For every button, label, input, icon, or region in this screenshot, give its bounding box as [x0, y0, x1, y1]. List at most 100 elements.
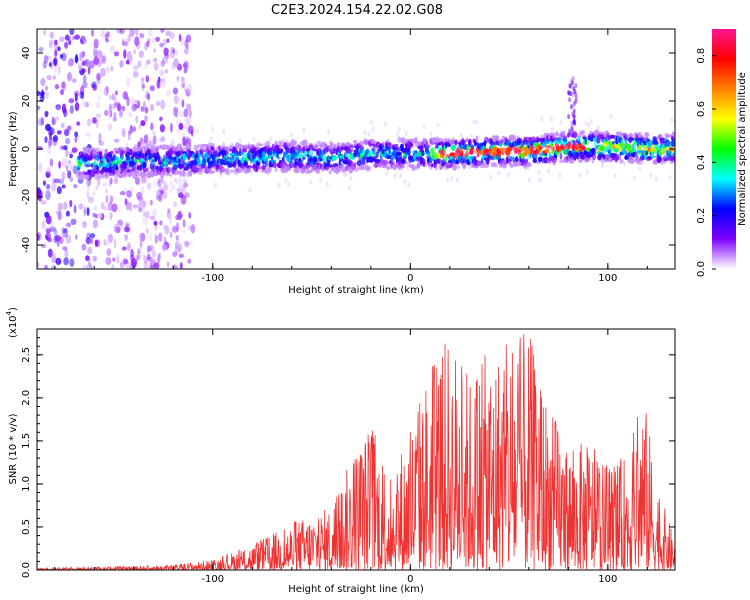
- spectrogram-cell: [110, 65, 114, 72]
- spectrogram-cell: [442, 157, 448, 162]
- spectrogram-cell: [119, 261, 124, 269]
- spectrogram-cell: [336, 142, 340, 146]
- svg-text:(x104): (x104): [5, 307, 19, 338]
- spectrogram-cell: [117, 203, 122, 214]
- spectrogram-cell: [259, 143, 263, 147]
- spectrogram-cell: [578, 172, 582, 178]
- spectrogram-cell: [101, 173, 105, 179]
- spectrogram-cell: [55, 257, 62, 265]
- spectrogram-cell: [147, 93, 151, 101]
- spectrogram-cell: [133, 127, 136, 132]
- spectrogram-cell: [334, 165, 340, 169]
- spectrogram-cell: [159, 189, 164, 195]
- spectrogram-cell: [386, 165, 391, 171]
- spectrogram-cell: [48, 139, 51, 149]
- spectrogram-cell: [469, 133, 473, 139]
- spectrogram-cell: [178, 111, 184, 118]
- spectrogram-cell: [228, 148, 233, 152]
- spectrogram-cell: [538, 177, 542, 183]
- spectrogram-cell: [81, 220, 87, 229]
- spectrogram-cell: [302, 156, 306, 160]
- spectrogram-cell: [44, 54, 48, 62]
- spectrogram-cell: [213, 182, 217, 188]
- spectrogram-cell: [99, 55, 105, 62]
- spectrogram-cell: [421, 149, 425, 155]
- spectrogram-cell: [116, 29, 123, 34]
- spectrogram-cell: [139, 232, 146, 242]
- spectrogram-cell: [434, 165, 439, 171]
- spectrogram-cell: [41, 220, 46, 230]
- colorbar-tick-label: 0.6: [696, 101, 707, 117]
- spectrogram-cell: [146, 59, 151, 65]
- spectrogram-cell: [77, 134, 80, 140]
- spectrogram-cell: [630, 158, 636, 164]
- spectrogram-cell: [141, 200, 147, 208]
- spectrogram-cell: [94, 205, 98, 211]
- spectrogram-cell: [105, 257, 112, 265]
- spectrogram-cell: [108, 94, 112, 100]
- spectrogram-cell: [59, 53, 64, 59]
- spectrogram-cell: [169, 173, 173, 177]
- spectrogram-cell: [97, 212, 103, 219]
- spectrogram-cell: [156, 80, 162, 89]
- spectrogram-cell: [559, 152, 563, 160]
- spectrogram-cell: [93, 49, 99, 58]
- spectrogram-cell: [472, 119, 476, 125]
- spectrogram-cell: [177, 242, 183, 252]
- spectrogram-cell: [142, 253, 146, 261]
- spectrogram-cell: [92, 117, 97, 124]
- spectrogram-cell: [574, 139, 578, 145]
- spectrogram-cell: [60, 89, 64, 96]
- spectrogram-cell: [201, 148, 205, 154]
- spectrogram-cell: [75, 234, 78, 241]
- spectrogram-cell: [144, 42, 148, 51]
- spectrogram-cell: [78, 64, 83, 71]
- spectrogram-cell: [176, 128, 180, 134]
- spectrogram-cell: [239, 148, 242, 154]
- spectrogram-cell: [549, 117, 553, 122]
- spectrogram-cell: [104, 188, 109, 194]
- snr-scale-exponent: 4: [5, 310, 13, 315]
- spectrogram-cell: [40, 117, 45, 126]
- spectrogram-cell: [587, 122, 591, 128]
- spectrogram-cell: [563, 135, 568, 139]
- spectrogram-cell: [563, 137, 568, 143]
- spectrogram-cell: [88, 257, 91, 267]
- spectrogram-cell: [173, 201, 178, 208]
- spectrogram-cell: [97, 50, 102, 58]
- spectrogram-cell: [135, 115, 139, 124]
- spectrogram-cell: [173, 58, 179, 68]
- spectrogram-cell: [85, 237, 92, 245]
- spectrogram-cell: [57, 202, 63, 212]
- spectrogram-cell: [149, 264, 155, 269]
- spectrogram-cell: [121, 128, 126, 138]
- spectrogram-cell: [74, 55, 79, 64]
- spectrogram-cell: [437, 158, 442, 165]
- spectrogram-x-tick-label: 100: [598, 273, 617, 284]
- spectrogram-cell: [248, 167, 252, 172]
- spectrogram-cell: [568, 97, 571, 103]
- spectrogram-cell: [67, 72, 72, 82]
- spectrogram-cell: [48, 62, 52, 67]
- spectrogram-cell: [417, 155, 420, 162]
- spectrogram-cell: [252, 136, 256, 142]
- spectrogram-cell: [182, 178, 188, 184]
- spectrogram-cell: [222, 141, 225, 149]
- spectrogram-cell: [128, 112, 132, 118]
- spectrogram-cell: [188, 125, 194, 135]
- spectrogram-cell: [177, 157, 182, 164]
- spectrogram-cell: [453, 145, 457, 149]
- spectrogram-cell: [183, 188, 187, 194]
- spectrogram-cell: [666, 134, 672, 138]
- spectrogram-cell: [424, 163, 427, 168]
- spectrogram-cell: [197, 158, 201, 163]
- spectrogram-cell: [129, 201, 132, 212]
- spectrogram-cell: [186, 171, 190, 178]
- spectrogram-cell: [87, 246, 93, 255]
- spectrogram-cell: [571, 75, 575, 81]
- spectrogram-cell: [186, 83, 193, 93]
- spectrogram-cell: [609, 114, 613, 120]
- spectrogram-cell: [45, 91, 49, 99]
- spectrogram-cell: [65, 148, 69, 158]
- spectrogram-cell: [38, 162, 43, 173]
